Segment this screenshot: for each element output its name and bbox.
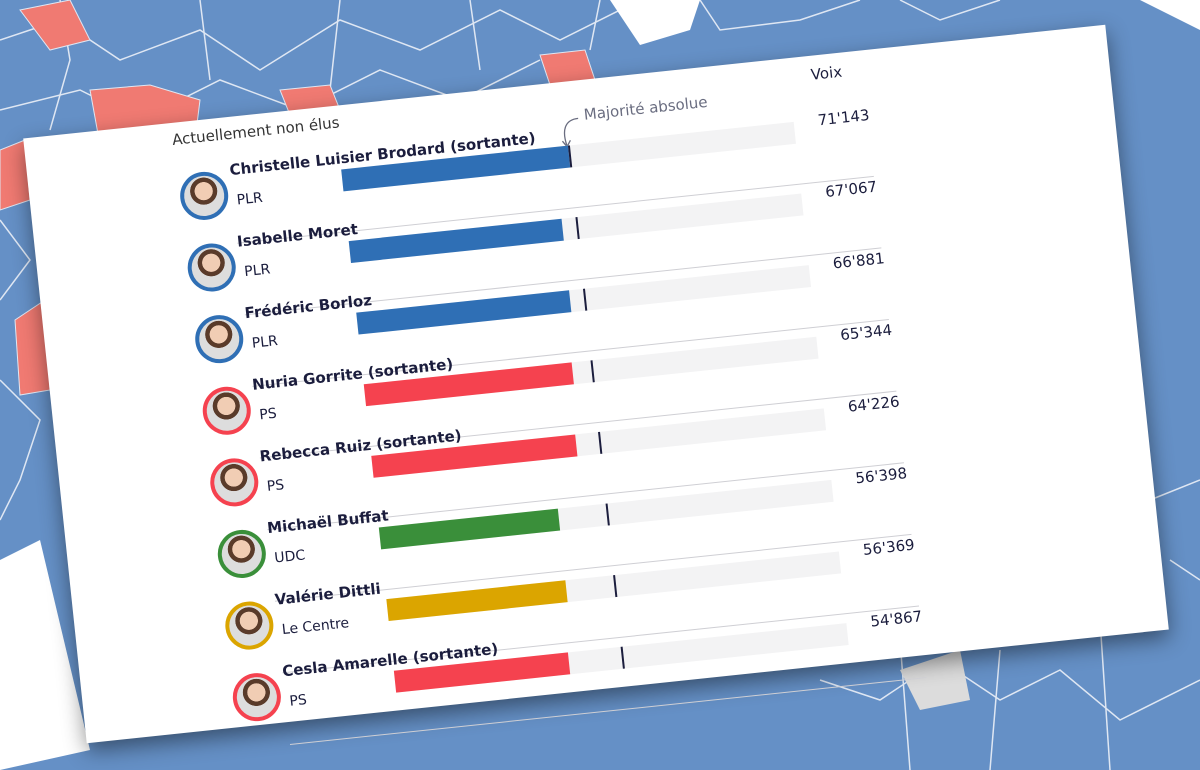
candidate-avatar — [230, 670, 284, 724]
candidate-name: Valérie Dittli — [273, 579, 382, 609]
vote-bar-fill — [356, 290, 572, 335]
candidate-party: PS — [288, 692, 308, 710]
candidate-party: UDC — [273, 547, 306, 567]
candidate-avatar — [185, 241, 239, 294]
candidate-avatar — [177, 169, 231, 223]
candidate-party: PLR — [236, 189, 264, 209]
vote-count: 66'881 — [831, 249, 886, 273]
candidate-avatar — [200, 384, 254, 438]
results-card: Voix Actuellement non élus Majorité abso… — [23, 24, 1169, 745]
vote-bar-fill — [378, 508, 561, 550]
vote-count: 56'369 — [862, 535, 916, 559]
candidate-party: PS — [258, 405, 278, 424]
majority-marker — [582, 288, 587, 311]
vote-count: 54'867 — [869, 607, 923, 631]
vote-count: 67'067 — [824, 177, 878, 201]
vote-count: 71'143 — [816, 106, 871, 130]
candidate-name: Frédéric Borloz — [243, 291, 373, 323]
candidate-avatar — [192, 312, 246, 366]
vote-bar-fill — [348, 218, 565, 263]
candidate-party: PLR — [243, 261, 272, 281]
vote-count: 65'344 — [839, 320, 893, 345]
majority-marker — [574, 217, 580, 240]
vote-count: 64'226 — [846, 392, 901, 416]
candidate-party: PS — [266, 477, 286, 495]
majority-marker — [597, 431, 602, 454]
majority-marker — [620, 646, 625, 669]
majority-marker — [612, 575, 617, 598]
majority-marker — [590, 360, 595, 383]
vote-bar-fill — [386, 580, 568, 621]
candidate-party: Le Centre — [281, 615, 350, 639]
candidate-name: Michaël Buffat — [266, 506, 390, 538]
majority-marker — [605, 503, 610, 526]
candidate-name: Isabelle Moret — [236, 220, 359, 251]
candidate-avatar — [222, 599, 276, 652]
candidate-avatar — [207, 455, 261, 509]
vote-count: 56'398 — [854, 464, 908, 488]
candidate-party: PLR — [251, 333, 279, 352]
candidate-avatar — [215, 527, 269, 581]
